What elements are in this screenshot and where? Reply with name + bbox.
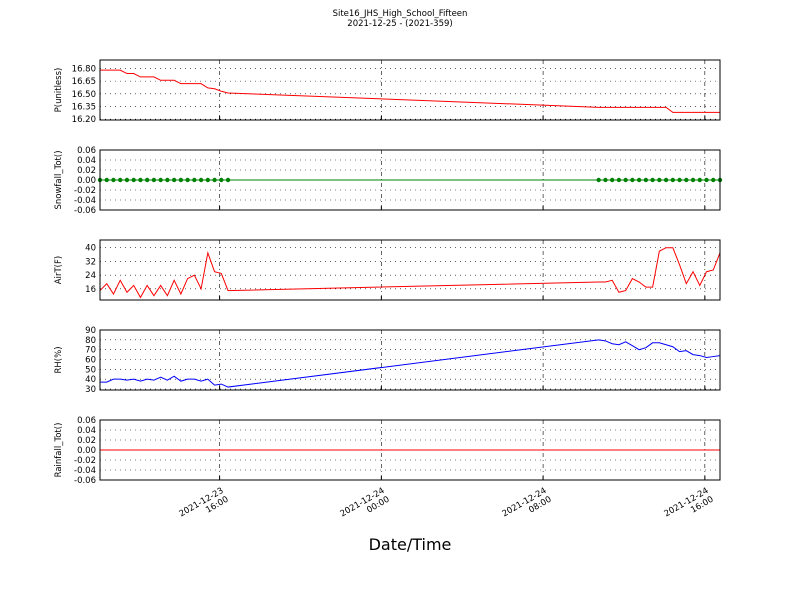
y-tick-label: 0.06 [77,146,96,156]
y-tick-label: 16.35 [72,102,96,112]
y-tick-label: 30 [85,385,96,395]
data-point [104,177,109,183]
y-tick-label: -0.04 [74,466,96,476]
y-tick-label: -0.02 [74,186,96,196]
y-axis-label: RH(%) [54,346,64,373]
y-tick-label: 40 [85,375,96,385]
y-tick-label: 0.02 [77,436,96,446]
y-tick-label: 16 [85,285,96,295]
data-point [219,177,224,183]
data-point [697,177,702,183]
data-point [596,177,601,183]
y-tick-label: 0.02 [77,166,96,176]
data-point [609,177,615,183]
y-tick-label: 16.80 [72,64,96,74]
y-tick-label: -0.04 [74,196,96,206]
y-tick-label: 32 [85,257,96,267]
data-point [636,177,642,183]
y-tick-label: 0.04 [77,426,96,436]
data-point [603,177,608,183]
y-tick-label: 70 [85,346,96,356]
data-point [704,177,709,183]
x-axis-label: Date/Time [369,535,452,554]
data-point [643,177,649,183]
data-point [663,177,669,183]
axes-frame [99,149,721,211]
data-line [100,339,721,388]
y-tick-label: 24 [85,271,96,281]
data-point [158,177,163,183]
data-point [650,177,655,183]
data-point [623,177,628,183]
data-point [185,177,190,183]
data-point [205,177,211,183]
y-tick-label: 0.04 [77,156,96,166]
data-point [151,177,157,183]
y-tick-label: 60 [85,356,96,366]
y-axis-label: Snowfall_Tot() [54,150,64,209]
y-tick-label: -0.06 [74,206,96,216]
y-tick-label: 0.06 [77,416,96,426]
data-point [677,177,682,183]
y-tick-label: 16.65 [72,77,96,87]
data-point [616,177,622,183]
y-tick-label: 50 [85,365,96,375]
y-tick-label: 0.00 [77,446,96,456]
data-line [99,247,721,299]
y-tick-label: 16.20 [72,115,96,125]
y-tick-label: -0.02 [74,456,96,466]
data-point [165,177,170,183]
y-tick-label: 16.50 [72,90,96,100]
y-axis-label: Rainfall_Tot() [54,423,64,478]
axes-frame [99,419,721,481]
data-point [657,177,662,183]
data-point [198,177,204,183]
data-point [192,177,197,183]
data-point [684,177,689,183]
data-point [711,177,716,183]
y-axis-label: P(unitless) [54,68,64,113]
data-point [111,177,116,183]
data-point [138,177,143,183]
chart-title: Site16_JHS_High_School_Fifteen [333,9,468,19]
y-tick-label: 80 [85,336,96,346]
chart-subtitle: 2021-12-25 - (2021-359) [347,19,452,29]
y-axis-label: AirT(F) [54,256,64,284]
data-point [131,177,136,183]
data-point [118,177,123,183]
data-point [124,177,130,183]
axes-frame [99,329,721,391]
data-point [178,177,184,183]
y-tick-label: 0.00 [77,176,96,186]
data-point [225,177,231,183]
data-line [100,69,720,113]
data-point [630,177,635,183]
data-point [171,177,177,183]
axes-frame [99,59,721,121]
y-tick-label: -0.06 [74,476,96,486]
data-point [212,177,217,183]
data-point [670,177,676,183]
y-tick-label: 40 [85,244,96,254]
data-point [144,177,150,183]
axes-frame [99,239,721,301]
y-tick-label: 90 [85,326,96,336]
data-point [690,177,696,183]
